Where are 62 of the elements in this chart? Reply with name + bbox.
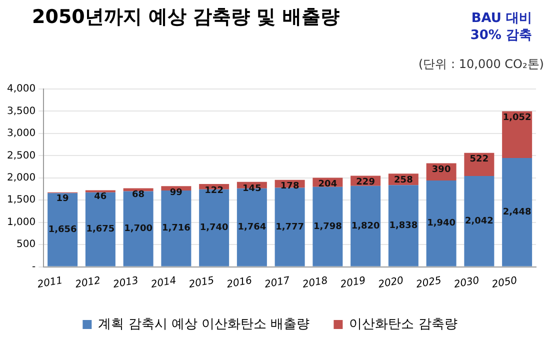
bar xyxy=(388,185,418,266)
data-label: 1,820 xyxy=(351,221,380,232)
data-label: 46 xyxy=(94,192,107,202)
data-label: 522 xyxy=(470,154,489,165)
data-label: 1,838 xyxy=(389,221,418,232)
y-tick-label: 4,000 xyxy=(6,84,36,95)
y-tick-label: 2,000 xyxy=(6,172,36,184)
bar xyxy=(85,192,116,266)
x-tick-label: 2011 xyxy=(36,275,64,291)
x-tick-label: 2025 xyxy=(415,275,442,291)
data-label: 68 xyxy=(132,190,145,200)
data-label: 1,675 xyxy=(86,224,115,235)
y-tick-label: 500 xyxy=(16,239,36,250)
data-label: 1,940 xyxy=(427,218,456,229)
y-tick-label: 1,500 xyxy=(6,194,36,206)
x-tick-label: 2030 xyxy=(453,275,480,291)
text: (단위 : 10,000 CO₂톤) xyxy=(418,56,544,73)
bar xyxy=(502,158,532,266)
bar xyxy=(502,111,532,158)
data-label: 1,798 xyxy=(313,222,342,232)
x-tick-label: 2020 xyxy=(377,275,404,291)
bar xyxy=(350,186,381,266)
chart-title: 2050년까지 예상 감축량 및 배출량 xyxy=(32,5,340,30)
x-tick-label: 2015 xyxy=(188,275,216,291)
bar xyxy=(123,188,154,192)
bar xyxy=(48,193,78,266)
y-tick-label: 3,000 xyxy=(6,128,36,140)
data-label: 229 xyxy=(356,178,375,188)
x-tick-label: 2019 xyxy=(340,275,367,291)
bar xyxy=(274,188,305,266)
x-tick-label: 2014 xyxy=(150,275,178,291)
y-tick-label: 1,000 xyxy=(6,216,36,228)
x-tick-label: 2016 xyxy=(226,275,253,291)
x-tick-label: 2017 xyxy=(264,275,292,291)
text: BAU 대비 30% 감축 xyxy=(469,10,532,44)
data-label: 19 xyxy=(56,194,69,204)
y-tick-label: - xyxy=(32,261,36,272)
bar xyxy=(123,191,154,266)
data-label: 1,656 xyxy=(48,225,77,236)
data-label: 1,052 xyxy=(502,113,532,124)
x-tick-label: 2012 xyxy=(74,275,102,291)
bar xyxy=(464,176,494,266)
data-label: 390 xyxy=(432,165,451,176)
data-label: 2,042 xyxy=(464,216,494,226)
data-label: 204 xyxy=(318,180,338,190)
x-tick-label: 2050 xyxy=(491,275,518,291)
y-tick-label: 3,500 xyxy=(6,106,36,117)
y-tick-label: 2,500 xyxy=(6,150,36,162)
data-label: 1,764 xyxy=(238,222,266,233)
data-label: 99 xyxy=(170,188,182,198)
legend-label: 계획 감축시 예상 이산화탄소 배출량 xyxy=(98,316,310,332)
data-label: 1,716 xyxy=(162,224,190,234)
data-label: 258 xyxy=(394,175,413,186)
data-label: 1,700 xyxy=(124,224,153,234)
data-label: 2,448 xyxy=(502,207,532,218)
bar xyxy=(312,186,343,266)
x-tick-label: 2013 xyxy=(112,275,140,291)
x-tick-label: 2018 xyxy=(302,275,329,291)
bar xyxy=(426,180,456,266)
data-label: 1,777 xyxy=(276,222,304,232)
data-label: 1,740 xyxy=(200,223,228,234)
legend-label: 이산화탄소 감축량 xyxy=(349,316,458,332)
